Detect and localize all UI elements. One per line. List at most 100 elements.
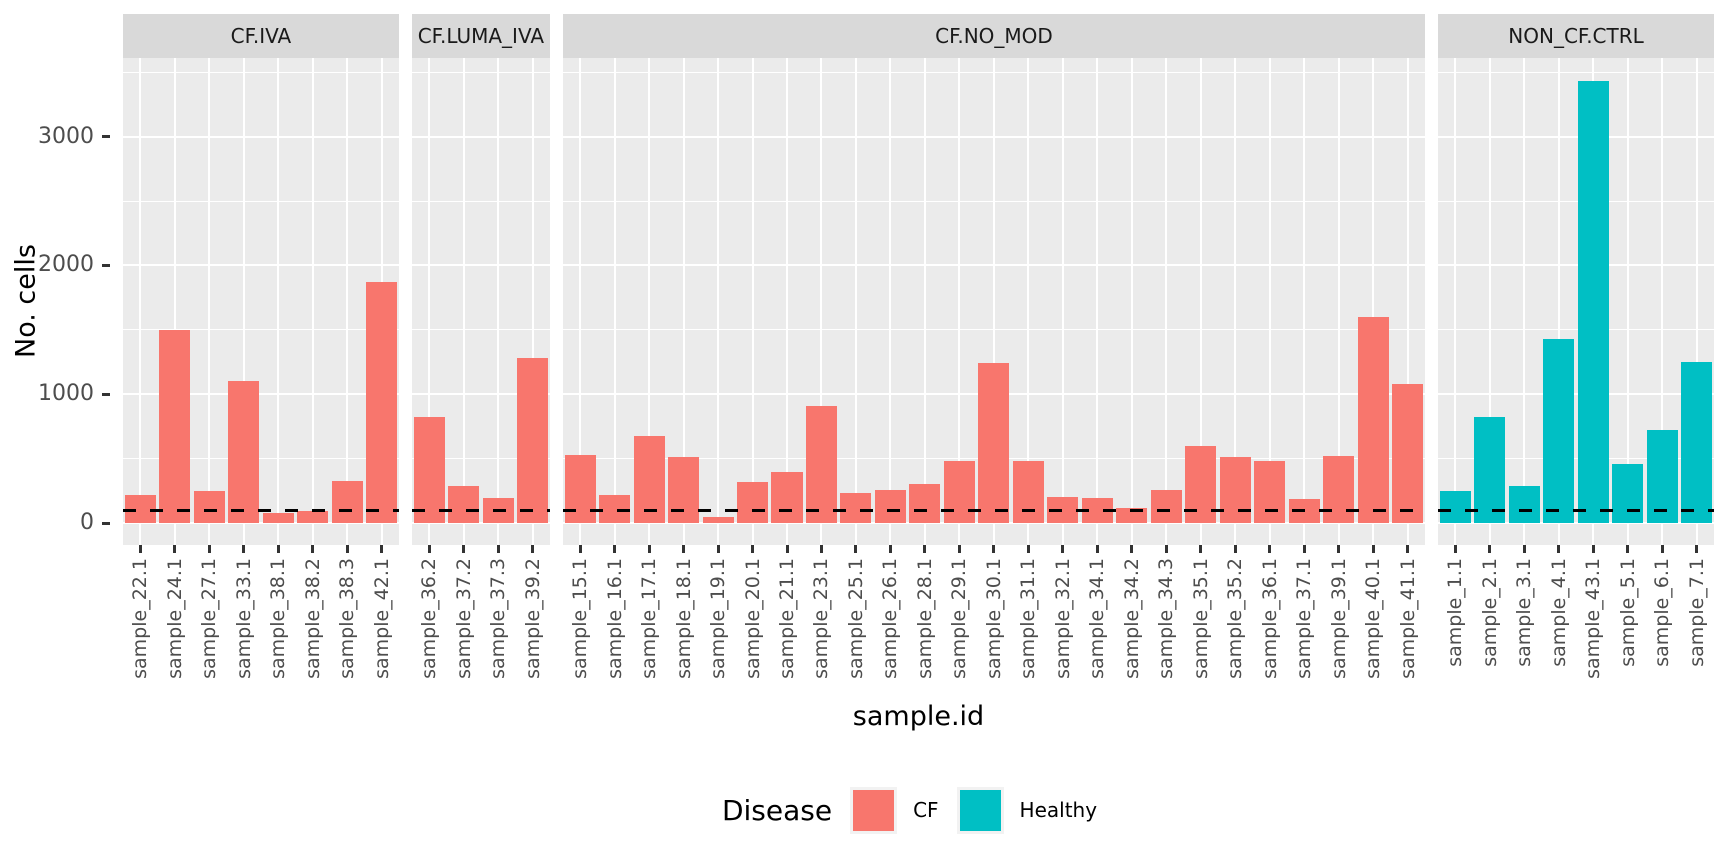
gridline-vertical — [1303, 58, 1306, 545]
x-tick-label: sample_15.1 — [569, 558, 592, 679]
facets-container: CF.IVA sample_22.1 sample_24.1 sample_27.1 s… — [123, 14, 1714, 705]
bar — [668, 456, 700, 523]
gridline-vertical — [1488, 58, 1491, 545]
gridline-major — [1438, 264, 1714, 267]
x-tick-label: sample_38.1 — [267, 558, 290, 679]
x-tick-mark — [1660, 545, 1664, 553]
bar — [448, 485, 480, 523]
x-tick-mark — [1302, 545, 1306, 553]
bar-slot — [446, 58, 480, 545]
gridline-major — [1438, 135, 1714, 138]
y-tick-label: 3000 — [38, 123, 94, 149]
bar-slot — [1080, 58, 1114, 545]
bar-slot — [1011, 58, 1045, 545]
x-tick-label: sample_25.1 — [844, 558, 867, 679]
bar — [1439, 490, 1471, 523]
x-tick-label: sample_36.1 — [1258, 558, 1281, 679]
bar — [1612, 464, 1644, 523]
bar-slot — [1576, 58, 1610, 545]
bar — [805, 406, 837, 523]
x-axis-slot: sample_1.1 — [1438, 545, 1472, 705]
bar-slot — [1218, 58, 1252, 545]
x-tick-mark — [888, 545, 892, 553]
bar-slot — [1253, 58, 1287, 545]
facet-strip-label: CF.LUMA_IVA — [417, 24, 545, 48]
x-tick-mark — [207, 545, 211, 553]
x-tick-label: sample_32.1 — [1051, 558, 1074, 679]
legend: Disease CF Healthy — [123, 784, 1714, 836]
x-axis-slot: sample_42.1 — [364, 545, 398, 705]
gridline-minor — [123, 200, 399, 202]
bar — [1357, 316, 1389, 523]
bar-slot — [597, 58, 631, 545]
x-axis-slot: sample_34.3 — [1149, 545, 1183, 705]
threshold-dashed-line — [1438, 508, 1714, 512]
bar — [1012, 460, 1044, 523]
x-tick-mark — [716, 545, 720, 553]
bar — [1646, 430, 1678, 523]
y-tick-mark — [102, 521, 110, 525]
gridline-vertical — [682, 58, 685, 545]
gridline-major — [123, 393, 399, 396]
gridline-vertical — [751, 58, 754, 545]
gridline-major — [123, 264, 399, 267]
facet-CF.IVA: CF.IVA sample_22.1 sample_24.1 sample_27.1 s… — [123, 14, 399, 705]
gridline-vertical — [1268, 58, 1271, 545]
gridline-minor — [411, 71, 550, 73]
x-tick-mark — [531, 545, 535, 553]
gridline-vertical — [1234, 58, 1237, 545]
x-tick-label: sample_6.1 — [1651, 558, 1674, 667]
x-tick-label: sample_19.1 — [707, 558, 730, 679]
x-tick-label: sample_7.1 — [1685, 558, 1708, 667]
bar-slot — [1287, 58, 1321, 545]
x-tick-mark — [496, 545, 500, 553]
x-tick-label: sample_17.1 — [638, 558, 661, 679]
facet-x-axis: sample_22.1 sample_24.1 sample_27.1 sample_… — [123, 545, 399, 705]
bar-slot — [364, 58, 398, 545]
facet-panel — [562, 58, 1426, 545]
x-tick-label: sample_35.2 — [1224, 558, 1247, 679]
x-tick-label: sample_28.1 — [913, 558, 936, 679]
y-tick-label: 2000 — [38, 252, 94, 278]
x-tick-mark — [992, 545, 996, 553]
facet-CF.LUMA_IVA: CF.LUMA_IVA sample_36.2 sample_37.2 sample_… — [411, 14, 550, 705]
x-tick-label: sample_23.1 — [810, 558, 833, 679]
x-tick-label: sample_30.1 — [982, 558, 1005, 679]
facet-strip: CF.IVA — [123, 14, 399, 58]
bar — [633, 436, 665, 523]
x-axis-slot: sample_38.2 — [295, 545, 329, 705]
x-tick-label: sample_18.1 — [672, 558, 695, 679]
x-tick-label: sample_34.2 — [1120, 558, 1143, 679]
threshold-dashed-line — [411, 508, 550, 512]
x-tick-mark — [751, 545, 755, 553]
x-tick-label: sample_26.1 — [879, 558, 902, 679]
gridline-vertical — [277, 58, 280, 545]
bar — [1577, 81, 1609, 523]
bar-slot — [1184, 58, 1218, 545]
bar-slot — [1679, 58, 1713, 545]
x-tick-mark — [1522, 545, 1526, 553]
threshold-dashed-line — [562, 508, 1426, 512]
x-tick-label: sample_22.1 — [129, 558, 152, 679]
x-tick-mark — [1371, 545, 1375, 553]
x-tick-label: sample_4.1 — [1547, 558, 1570, 667]
x-axis-slot: sample_3.1 — [1507, 545, 1541, 705]
gridline-vertical — [428, 58, 431, 545]
gridline-minor — [411, 458, 550, 460]
gridline-vertical — [889, 58, 892, 545]
bar — [702, 516, 734, 523]
threshold-dashed-line — [123, 508, 399, 512]
x-axis-slot: sample_40.1 — [1356, 545, 1390, 705]
x-tick-label: sample_37.2 — [452, 558, 475, 679]
gridline-vertical — [820, 58, 823, 545]
bar — [262, 513, 294, 523]
gridline-vertical — [923, 58, 926, 545]
bar-slot — [261, 58, 295, 545]
bar-slot — [1356, 58, 1390, 545]
facet-panel — [1438, 58, 1714, 545]
panel-slots — [563, 58, 1425, 545]
x-tick-mark — [1337, 545, 1341, 553]
x-tick-label: sample_43.1 — [1582, 558, 1605, 679]
gridline-vertical — [648, 58, 651, 545]
